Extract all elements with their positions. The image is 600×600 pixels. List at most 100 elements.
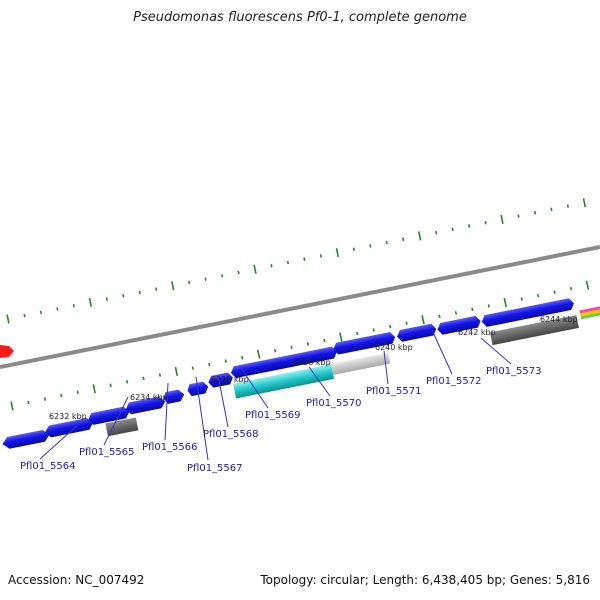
- upper-tick-track: [6, 198, 587, 324]
- scale-tick: [158, 373, 162, 377]
- scale-tick: [503, 297, 507, 308]
- position-label: 6232 kbp: [49, 412, 87, 421]
- scale-tick: [517, 214, 520, 218]
- scale-tick: [105, 297, 108, 301]
- scale-tick: [435, 230, 438, 235]
- gene-feature[interactable]: [233, 364, 335, 399]
- gene-feature[interactable]: [207, 372, 234, 389]
- gene-label[interactable]: Pfl01_5566: [142, 442, 198, 453]
- scale-tick: [138, 290, 141, 295]
- gene-feature[interactable]: [481, 297, 576, 327]
- gene-feature[interactable]: [436, 315, 481, 335]
- gene-feature[interactable]: [579, 302, 600, 314]
- gene-feature[interactable]: [163, 389, 186, 405]
- scale-tick: [191, 366, 194, 370]
- scale-tick: [372, 328, 375, 332]
- gene-label[interactable]: Pfl01_5564: [20, 461, 76, 472]
- scale-tick: [208, 362, 211, 367]
- gene-label[interactable]: Pfl01_5568: [203, 429, 259, 440]
- scale-tick: [468, 224, 471, 228]
- scale-tick: [438, 314, 441, 318]
- scale-tick: [237, 270, 240, 275]
- scale-tick: [204, 277, 207, 281]
- gene-label[interactable]: Pfl01_5567: [187, 463, 243, 474]
- scale-tick: [273, 349, 277, 353]
- scale-tick: [171, 281, 175, 291]
- gene-label[interactable]: Pfl01_5572: [426, 376, 482, 387]
- gene-leader-lines: [39, 329, 512, 461]
- scale-tick: [253, 264, 257, 274]
- scale-tick: [553, 290, 556, 294]
- scale-tick: [286, 260, 290, 265]
- scale-tick: [421, 315, 425, 325]
- scale-tick: [582, 198, 587, 208]
- scale-tick: [500, 214, 504, 224]
- gene-labels: Pfl01_5564 Pfl01_5565 Pfl01_5566 Pfl01_5…: [20, 366, 542, 474]
- scale-tick: [418, 231, 422, 241]
- gene-track[interactable]: [0, 287, 600, 457]
- gene-feature[interactable]: [580, 308, 600, 320]
- scale-tick: [221, 274, 224, 278]
- accession-text: Accession: NC_007492: [8, 573, 145, 587]
- scale-tick: [270, 264, 273, 268]
- scale-tick: [352, 247, 355, 251]
- scale-tick: [537, 293, 540, 298]
- scale-tick: [339, 332, 343, 342]
- scale-tick: [290, 345, 293, 350]
- gene-feature[interactable]: [331, 352, 391, 375]
- scale-tick: [23, 313, 26, 318]
- position-label: 6238 kbp: [293, 358, 331, 367]
- scale-tick: [585, 280, 590, 290]
- gene-feature[interactable]: [44, 417, 94, 438]
- position-label: 6234 kbp: [130, 393, 168, 402]
- scale-tick: [306, 342, 310, 346]
- marker-icon[interactable]: [0, 345, 14, 358]
- scale-tick: [369, 244, 372, 248]
- gene-feature[interactable]: [1, 429, 50, 450]
- scale-tick: [402, 237, 405, 242]
- scale-tick: [6, 314, 10, 324]
- gene-label[interactable]: Pfl01_5573: [486, 366, 542, 377]
- gene-label[interactable]: Pfl01_5571: [366, 386, 422, 397]
- scale-tick: [484, 220, 487, 225]
- gene-feature[interactable]: [396, 323, 438, 343]
- scale-tick: [487, 304, 490, 308]
- gene-feature[interactable]: [490, 315, 579, 346]
- scale-tick: [27, 400, 30, 405]
- gene-feature[interactable]: [332, 331, 396, 355]
- position-label: 6240 kbp: [375, 343, 413, 352]
- scale-tick: [72, 303, 75, 308]
- gene-feature[interactable]: [230, 346, 338, 379]
- scale-tick: [520, 297, 523, 301]
- gene-label[interactable]: Pfl01_5570: [306, 398, 362, 409]
- gene-label[interactable]: Pfl01_5565: [79, 447, 135, 458]
- scale-tick: [122, 294, 125, 298]
- scale-tick: [126, 380, 129, 384]
- scale-tick: [60, 393, 63, 398]
- scale-tick: [566, 204, 569, 208]
- genome-backbone: [0, 245, 600, 369]
- gene-label[interactable]: Pfl01_5569: [245, 410, 301, 421]
- gene-feature[interactable]: [105, 417, 139, 437]
- scale-tick: [533, 210, 537, 215]
- position-label: 6236 kbp: [211, 375, 249, 384]
- scale-tick: [335, 248, 340, 258]
- gene-feature[interactable]: [125, 395, 167, 415]
- position-label: 6244 kbp: [540, 315, 578, 324]
- scale-tick: [10, 401, 14, 411]
- scale-tick: [405, 321, 408, 325]
- scale-tick: [142, 376, 145, 381]
- scale-tick: [471, 307, 474, 312]
- scale-tick: [241, 355, 244, 360]
- scale-tick: [76, 390, 79, 394]
- scale-tick: [389, 324, 392, 329]
- scale-tick: [155, 287, 158, 291]
- scale-tick: [109, 383, 112, 388]
- position-labels: 6232 kbp 6234 kbp 6236 kbp 6238 kbp 6240…: [49, 315, 578, 421]
- scale-tick: [43, 397, 46, 401]
- lower-tick-track: [10, 280, 590, 411]
- gene-feature[interactable]: [87, 406, 131, 426]
- scale-tick: [356, 331, 359, 336]
- scale-tick: [451, 227, 454, 232]
